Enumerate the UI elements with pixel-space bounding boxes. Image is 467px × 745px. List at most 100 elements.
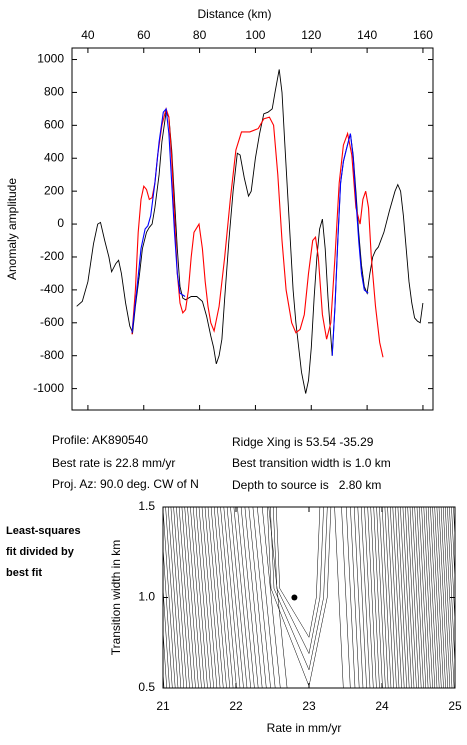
contour-line (453, 507, 455, 544)
x-tick-label: 21 (156, 699, 170, 713)
x-tick-label: 40 (81, 28, 95, 42)
contour-line (364, 507, 374, 688)
y-tick-label: -400 (40, 282, 64, 296)
x-tick-label: 100 (245, 28, 265, 42)
contour-line (192, 507, 208, 688)
contour-line (184, 507, 199, 688)
x-tick-label: 120 (301, 28, 321, 42)
y-tick-label: -200 (40, 249, 64, 263)
contour-line (220, 507, 237, 688)
contour-line (346, 507, 356, 688)
contour-line (165, 507, 179, 688)
plot-area (76, 69, 424, 394)
y-tick-label: 600 (44, 118, 64, 132)
y-tick-label: -600 (40, 315, 64, 329)
y-tick-label: 0 (57, 216, 64, 230)
contour-line (425, 507, 436, 688)
contour-line (357, 507, 367, 688)
contour-line (178, 507, 193, 688)
contour-line (360, 507, 371, 688)
y-tick-label: 200 (44, 183, 64, 197)
contour-line (176, 507, 190, 688)
contour-line (230, 507, 248, 688)
contour-line (173, 507, 187, 688)
y-tick-label: 0.5 (138, 680, 155, 694)
note-text: fit divided by (6, 546, 75, 558)
y-axis-label: Anomaly amplitude (5, 178, 19, 280)
contour-line (379, 507, 389, 688)
y-tick-label: 1.5 (138, 499, 155, 513)
x-tick-label: 160 (413, 28, 433, 42)
contour-line (390, 507, 400, 688)
contour-line (341, 507, 351, 688)
contour-line (409, 507, 420, 688)
contour-line (163, 626, 167, 688)
contour-line (447, 507, 455, 671)
contour-line (432, 507, 442, 688)
contour-line (244, 507, 263, 688)
contour-line (270, 507, 328, 671)
contour-line (257, 507, 276, 688)
contour-line (163, 543, 173, 688)
contour-line (353, 507, 364, 688)
contour-line (423, 507, 433, 688)
contour-line (248, 507, 267, 688)
contour-line (414, 507, 424, 688)
info-text: Ridge Xing is 53.54 -35.29 (232, 435, 374, 449)
contour-line (427, 507, 438, 688)
best-fit-point (291, 594, 298, 601)
contour-line (416, 507, 427, 688)
contour-line (419, 507, 429, 688)
data-line (131, 107, 369, 356)
x-tick-label: 60 (137, 28, 151, 42)
contour-line (392, 507, 402, 688)
contour-line (187, 507, 202, 688)
x-axis-label: Distance (km) (197, 7, 271, 21)
contour-line (400, 507, 410, 688)
y-axis-label: Transition width in km (109, 540, 123, 656)
x-tick-label: 24 (375, 699, 389, 713)
contour-line (370, 507, 380, 688)
x-tick-label: 25 (448, 699, 462, 713)
contour-line (442, 507, 453, 688)
y-tick-label: -1000 (33, 381, 64, 395)
contour-line (430, 507, 440, 688)
info-text: Best transition width is 1.0 km (232, 456, 391, 470)
contour-line (434, 507, 444, 688)
x-tick-label: 22 (229, 699, 243, 713)
contour-line (451, 507, 455, 586)
contour-line (170, 507, 185, 688)
data-line (76, 69, 424, 394)
contour-line (261, 507, 281, 688)
contour-line (237, 507, 255, 688)
contour-line (381, 507, 392, 688)
contour-line (462, 507, 467, 688)
contour-line (384, 507, 394, 688)
contour-line (334, 507, 344, 688)
contour-line (272, 507, 324, 655)
contour-line (163, 584, 170, 688)
x-tick-label: 23 (302, 699, 316, 713)
contour-line (240, 507, 259, 688)
contour-line (407, 507, 417, 688)
contour-line (387, 507, 397, 688)
note-text: best fit (6, 567, 42, 579)
y-tick-label: 400 (44, 150, 64, 164)
y-tick-label: 1.0 (138, 590, 155, 604)
contour-line (464, 507, 467, 688)
contour-line (190, 507, 205, 688)
x-tick-label: 140 (357, 28, 377, 42)
contour-line (397, 507, 407, 688)
contour-line (421, 507, 431, 688)
contour-line (436, 507, 446, 688)
data-line (131, 106, 384, 358)
contour-line (438, 507, 449, 688)
contour-line (198, 507, 214, 688)
info-text: Depth to source is 2.80 km (232, 478, 381, 492)
y-tick-label: -800 (40, 348, 64, 362)
contour-line (267, 507, 332, 688)
contour-area (163, 507, 467, 688)
contour-line (217, 507, 234, 688)
contour-line (445, 507, 455, 688)
